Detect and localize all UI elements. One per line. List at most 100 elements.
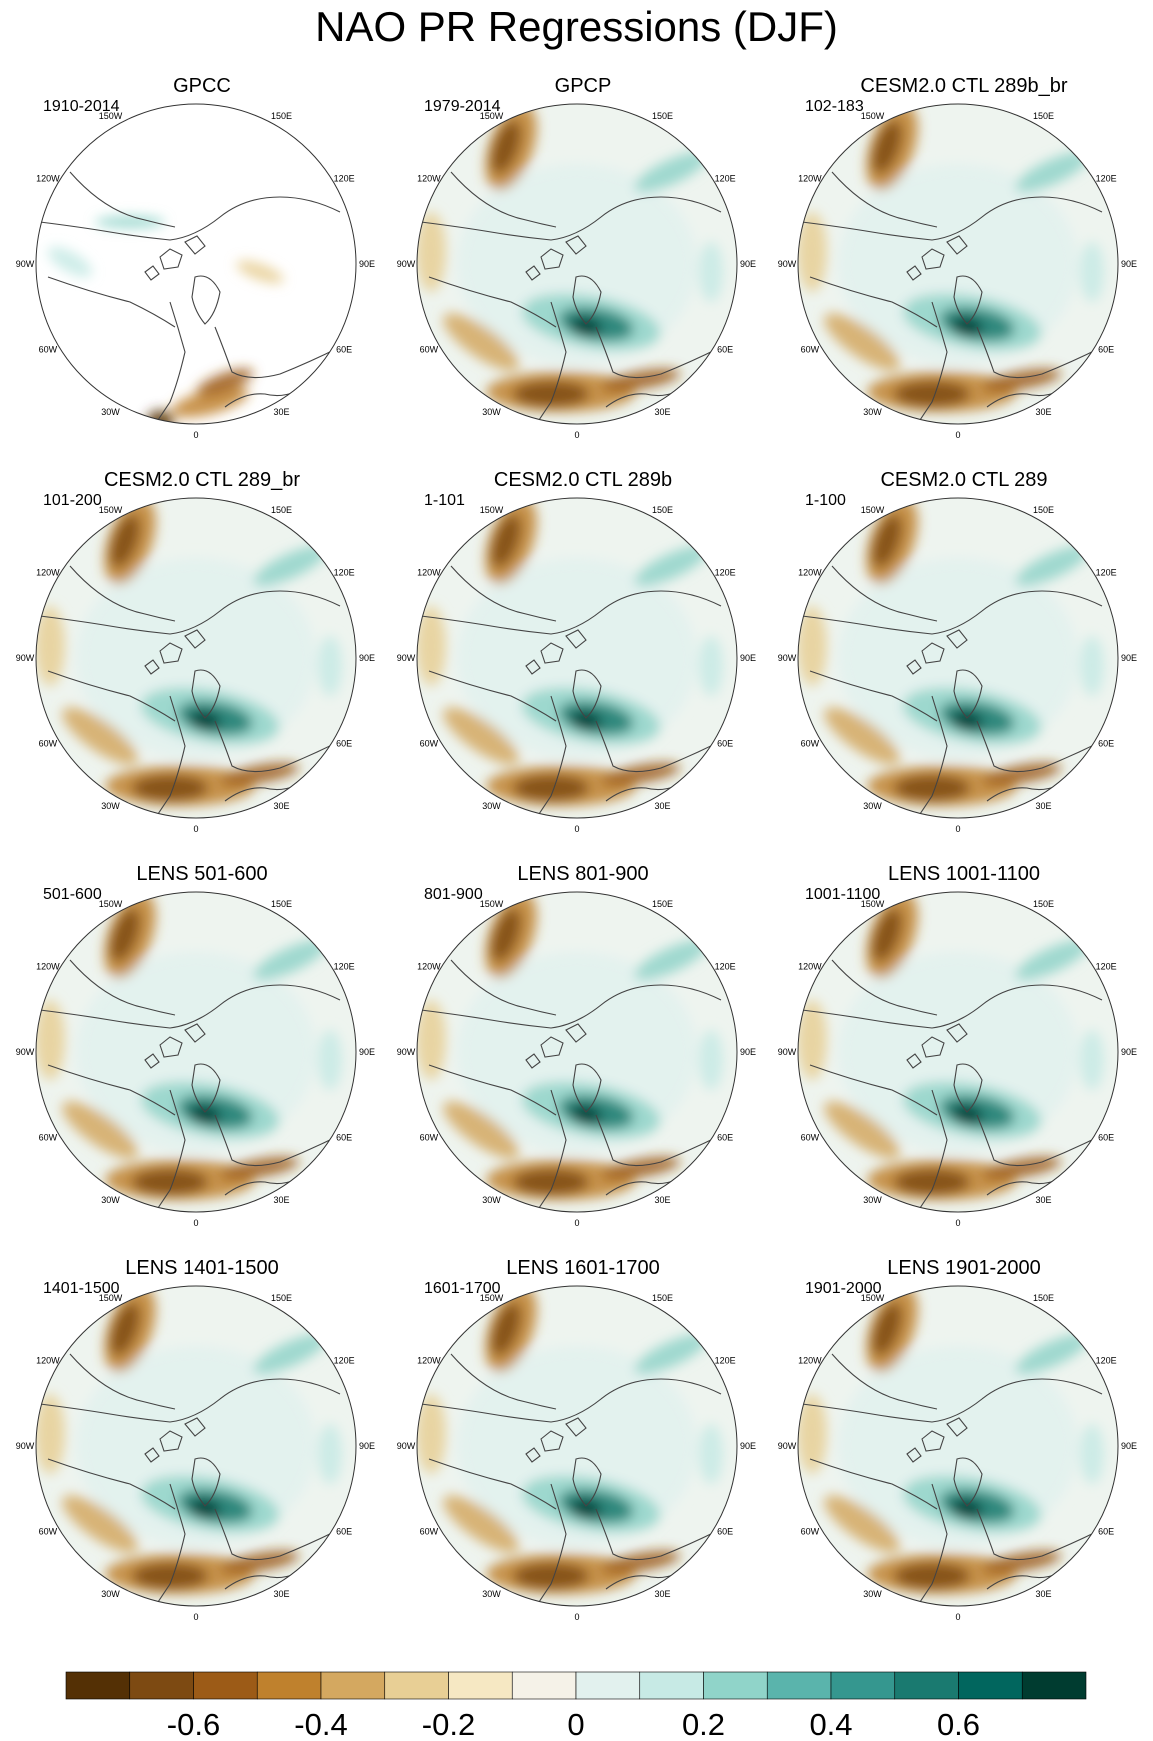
longitude-label: 90E <box>359 259 375 269</box>
longitude-label: 120W <box>417 174 441 184</box>
longitude-label: 90W <box>778 1441 797 1451</box>
anomaly-region <box>894 1563 970 1589</box>
longitude-label: 30W <box>101 801 120 811</box>
panel-title: LENS 801-900 <box>517 863 649 885</box>
colorbar-tick-label: 0.4 <box>809 1707 852 1741</box>
longitude-label: 90W <box>397 1047 416 1057</box>
anomaly-region <box>132 1563 208 1589</box>
coastline-path <box>224 1573 296 1590</box>
longitude-label: 150E <box>271 111 292 121</box>
panel-title: CESM2.0 CTL 289 <box>880 469 1048 491</box>
longitude-label: 60E <box>717 1527 733 1537</box>
coastline-path <box>450 959 557 1016</box>
coastline-path <box>986 391 1058 408</box>
longitude-label: 120E <box>1096 962 1117 972</box>
map-panel: LENS 1001-11001001-1100180150E120E90E60E… <box>772 862 1153 1257</box>
anomaly-region <box>634 545 708 587</box>
longitude-label: 150E <box>271 899 292 909</box>
polar-map: 180150E120E90E60E30E030W60W90W120W150W <box>16 891 375 1228</box>
coastline-path <box>69 959 176 1016</box>
coastline-path <box>809 670 938 722</box>
polar-map: 180150E120E90E60E30E030W60W90W120W150W <box>16 497 375 834</box>
coastline-path <box>831 171 938 228</box>
anomaly-region <box>318 1424 342 1484</box>
map-boundary <box>416 497 738 819</box>
longitude-label: 90E <box>1121 1047 1137 1057</box>
longitude-label: 0 <box>193 1218 198 1228</box>
longitude-label: 120W <box>36 568 60 578</box>
longitude-label: 90E <box>359 1441 375 1451</box>
map-boundary <box>35 891 357 1213</box>
colorbar-swatch <box>830 1671 896 1700</box>
coastline-path <box>47 1064 176 1116</box>
longitude-label: 60E <box>1098 1133 1114 1143</box>
colorbar-tick-label: 0.2 <box>682 1707 725 1741</box>
longitude-label: 150E <box>271 505 292 515</box>
map-background <box>36 104 356 424</box>
coastline-path <box>605 785 677 802</box>
polar-map: 180150E120E90E60E30E030W60W90W120W150W <box>397 891 756 1228</box>
coastline-path <box>953 1457 983 1507</box>
coastline-path <box>572 275 602 325</box>
anomaly-region <box>491 1302 521 1356</box>
longitude-label: 60W <box>801 739 820 749</box>
coastline-path <box>572 1063 602 1113</box>
coastlines <box>801 959 1103 1212</box>
coastline-path <box>144 235 206 281</box>
longitude-label: 0 <box>955 1218 960 1228</box>
colorbar-tick-label: 0.6 <box>937 1707 980 1741</box>
longitude-label: 90W <box>16 1047 35 1057</box>
coastline-path <box>39 590 341 635</box>
colorbar-tick-label: -0.6 <box>167 1707 220 1741</box>
coastline-path <box>953 669 983 719</box>
anomaly-region <box>491 514 521 568</box>
longitude-label: 0 <box>193 824 198 834</box>
coastline-path <box>420 590 722 635</box>
longitude-label: 150E <box>652 1293 673 1303</box>
map-panel: GPCP1979-2014180150E120E90E60E30E030W60W… <box>391 74 775 469</box>
longitude-label: 30E <box>273 407 289 417</box>
longitude-label: 120W <box>36 174 60 184</box>
anomaly-region <box>110 1302 140 1356</box>
polar-map: 180150E120E90E60E30E030W60W90W120W150W <box>778 891 1137 1228</box>
longitude-label: 120W <box>798 174 822 184</box>
longitude-label: 30W <box>101 407 120 417</box>
polar-map: 180150E120E90E60E30E030W60W90W120W150W <box>397 103 756 440</box>
colorbar-swatch <box>894 1671 959 1700</box>
coastline-path <box>428 670 557 722</box>
coastline-path <box>224 1179 296 1196</box>
longitude-label: 60W <box>420 1527 439 1537</box>
map-panel: CESM2.0 CTL 2891-100180150E120E90E60E30E… <box>772 468 1153 863</box>
anomaly-region <box>699 1424 723 1484</box>
colorbar-swatch <box>511 1671 577 1700</box>
coastline-path <box>530 695 567 818</box>
coastline-path <box>953 1063 983 1113</box>
longitude-label: 90W <box>16 259 35 269</box>
longitude-label: 60W <box>801 1527 820 1537</box>
map-boundary <box>35 103 357 425</box>
panel-period: 1901-2000 <box>805 1280 882 1297</box>
longitude-label: 90W <box>397 1441 416 1451</box>
longitude-label: 90E <box>359 653 375 663</box>
longitude-label: 60E <box>1098 739 1114 749</box>
coastline-path <box>149 1483 186 1606</box>
coastline-path <box>953 275 983 325</box>
colorbar-swatch <box>448 1671 513 1700</box>
anomaly-region <box>36 1000 65 1080</box>
anomaly-region <box>872 120 902 174</box>
coastline-path <box>976 720 1103 773</box>
panel-period: 1979-2014 <box>424 98 501 115</box>
longitude-label: 60W <box>39 739 58 749</box>
map-boundary <box>416 891 738 1213</box>
anomaly-region <box>951 1104 983 1126</box>
anomaly-region <box>699 636 723 696</box>
map-boundary <box>416 103 738 425</box>
coastline-path <box>191 275 221 325</box>
longitude-label: 150W <box>480 111 504 121</box>
longitude-label: 90W <box>778 259 797 269</box>
longitude-label: 60W <box>39 1133 58 1143</box>
map-panel: LENS 1401-15001401-1500180150E120E90E60E… <box>10 1256 394 1651</box>
coastline-path <box>530 1483 567 1606</box>
longitude-label: 30E <box>273 801 289 811</box>
coastline-path <box>595 720 722 773</box>
